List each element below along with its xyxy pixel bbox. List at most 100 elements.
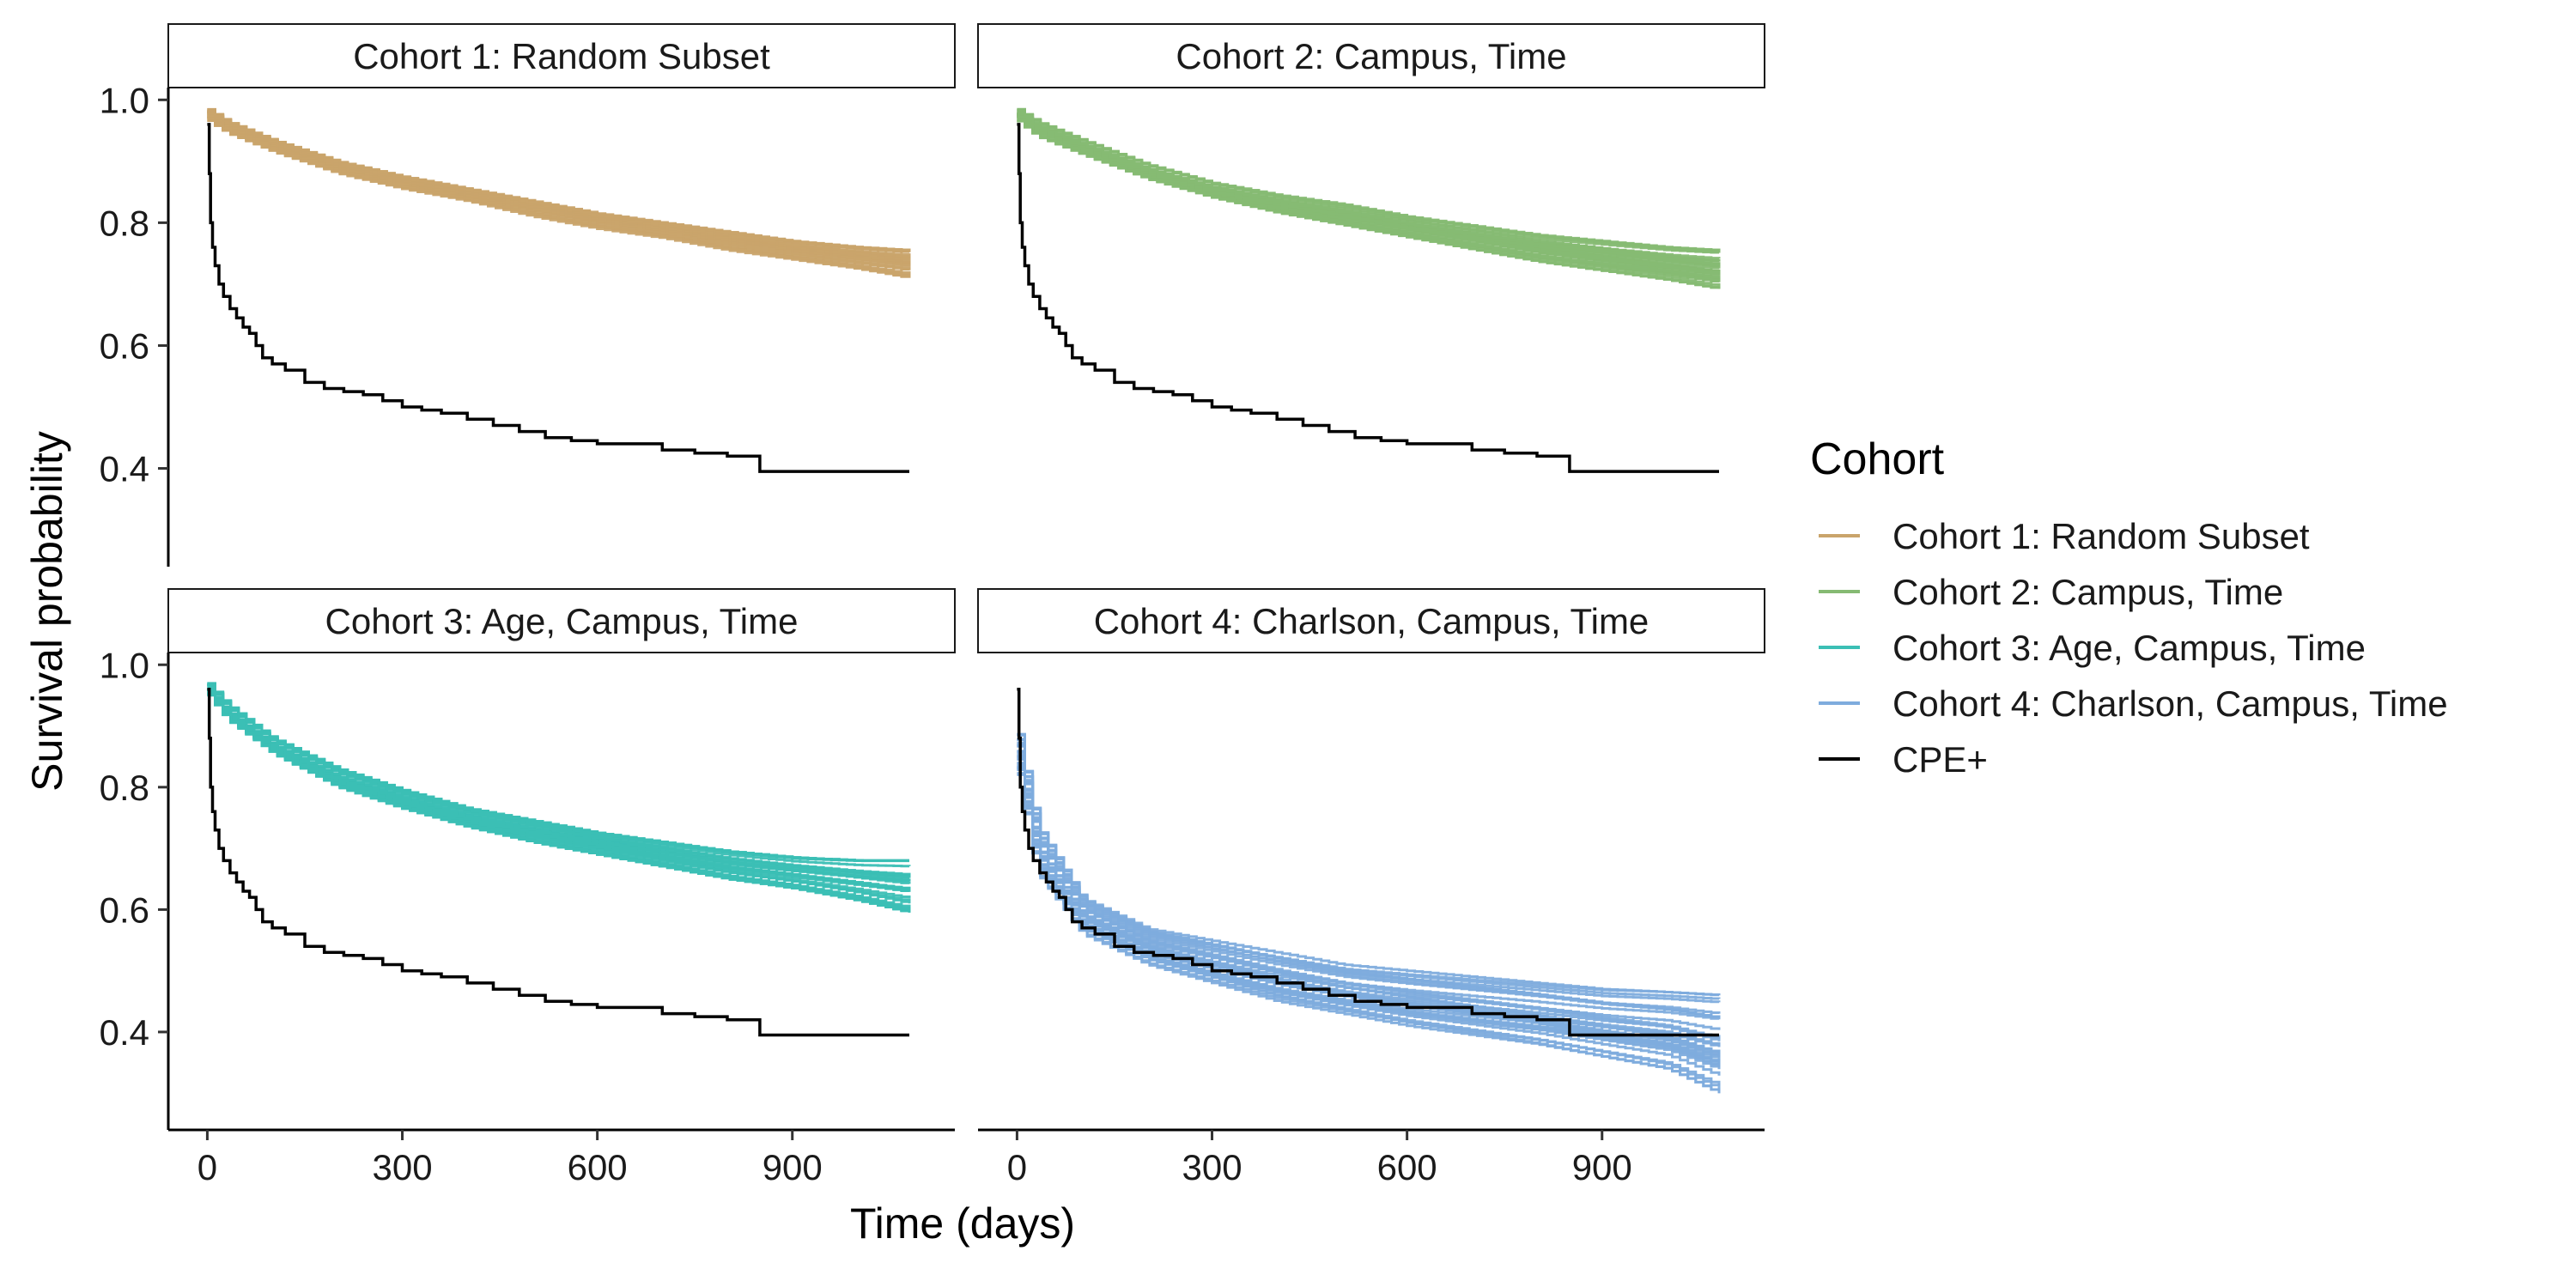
x-tick-label: 600 xyxy=(568,1147,628,1187)
legend: Cohort Cohort 1: Random Subset Cohort 2: … xyxy=(1810,434,2448,780)
simulated-curves-2 xyxy=(1017,107,1721,289)
simulated-curve xyxy=(207,687,911,882)
legend-label: Cohort 4: Charlson, Campus, Time xyxy=(1893,683,2448,724)
simulated-curve xyxy=(207,118,911,278)
simulated-curve xyxy=(207,683,909,862)
y-tick-label: 0.6 xyxy=(100,889,149,930)
x-tick-label: 0 xyxy=(1007,1147,1027,1187)
simulated-curves-1 xyxy=(207,107,911,278)
x-axis-title: Time (days) xyxy=(850,1199,1075,1248)
simulated-curve xyxy=(207,113,911,259)
x-axis: 0 300 600 900 0 300 600 900 xyxy=(168,1128,1765,1187)
simulated-curve xyxy=(207,111,911,264)
simulated-curve xyxy=(207,110,911,252)
simulated-curve xyxy=(207,692,911,913)
facet-panel-2: Cohort 2: Campus, Time xyxy=(977,23,1765,473)
simulated-curve xyxy=(1017,741,1721,1004)
x-tick-label: 900 xyxy=(762,1147,823,1187)
facet-strip-2 xyxy=(977,23,1765,88)
facet-strip-3 xyxy=(167,588,956,653)
x-tick-label: 900 xyxy=(1572,1147,1632,1187)
simulated-curve xyxy=(1017,112,1721,254)
simulated-curve xyxy=(1017,113,1721,276)
facet-strip-1 xyxy=(167,23,956,88)
simulated-curve xyxy=(1017,744,1721,1054)
simulated-curve xyxy=(207,110,911,252)
facet-title-1: Cohort 1: Random Subset xyxy=(353,36,770,76)
cpe-curve-3 xyxy=(207,688,909,1037)
simulated-curves-4 xyxy=(1017,732,1721,1094)
simulated-curve xyxy=(207,683,911,879)
simulated-curve xyxy=(207,111,911,262)
legend-entry: Cohort 1: Random Subset xyxy=(1819,516,2310,556)
legend-entry: Cohort 3: Age, Campus, Time xyxy=(1819,628,2366,668)
simulated-curve xyxy=(207,112,911,266)
simulated-curve xyxy=(207,112,911,256)
simulated-curve xyxy=(207,111,911,252)
facet-title-3: Cohort 3: Age, Campus, Time xyxy=(325,601,799,641)
y-tick-label: 0.6 xyxy=(100,325,149,366)
legend-label: CPE+ xyxy=(1893,739,1988,780)
facet-title-4: Cohort 4: Charlson, Campus, Time xyxy=(1094,601,1649,641)
facet-panel-4: Cohort 4: Charlson, Campus, Time xyxy=(977,588,1765,1094)
x-tick-label: 600 xyxy=(1377,1147,1437,1187)
simulated-curve xyxy=(1017,772,1721,1086)
y-tick-label: 1.0 xyxy=(100,80,149,120)
y-tick-label: 0.8 xyxy=(100,768,149,808)
simulated-curve xyxy=(1017,112,1721,265)
legend-title: Cohort xyxy=(1810,434,1945,484)
simulated-curve xyxy=(207,108,911,253)
simulated-curve xyxy=(207,688,911,882)
facet-strip-4 xyxy=(977,588,1765,653)
legend-entries: Cohort 1: Random Subset Cohort 2: Campus,… xyxy=(1819,516,2448,780)
simulated-curve xyxy=(207,110,911,261)
simulated-curve xyxy=(207,683,911,876)
y-axis-title: Survival probability xyxy=(23,431,71,792)
simulated-curve xyxy=(1017,111,1721,272)
cpe-curve-4 xyxy=(1017,688,1719,1037)
simulated-curve xyxy=(207,107,911,258)
simulated-curve xyxy=(207,112,911,258)
legend-entry: CPE+ xyxy=(1819,739,1988,780)
y-axis: 0.4 0.6 0.8 1.0 0.4 0.6 0.8 1.0 xyxy=(100,80,170,1130)
legend-entry: Cohort 2: Campus, Time xyxy=(1819,572,2283,612)
legend-label: Cohort 3: Age, Campus, Time xyxy=(1893,628,2366,668)
simulated-curve xyxy=(207,110,911,264)
facet-panel-1: Cohort 1: Random Subset xyxy=(167,23,956,473)
simulated-curve xyxy=(1017,107,1721,263)
legend-label: Cohort 2: Campus, Time xyxy=(1893,572,2283,612)
cpe-curve-1 xyxy=(207,123,909,473)
simulated-curve xyxy=(207,110,911,253)
simulated-curve xyxy=(1017,112,1721,262)
simulated-curve xyxy=(207,689,911,889)
facet-title-2: Cohort 2: Campus, Time xyxy=(1176,36,1566,76)
y-tick-label: 1.0 xyxy=(100,645,149,685)
simulated-curve xyxy=(1017,738,1721,1018)
simulated-curve xyxy=(207,689,911,879)
x-tick-label: 0 xyxy=(197,1147,217,1187)
y-tick-label: 0.8 xyxy=(100,203,149,243)
simulated-curve xyxy=(207,109,911,252)
y-tick-label: 0.4 xyxy=(100,1012,149,1053)
simulated-curve xyxy=(207,693,911,913)
y-tick-label: 0.4 xyxy=(100,449,149,489)
simulated-curve xyxy=(207,108,911,259)
simulated-curve xyxy=(207,108,911,252)
simulated-curve xyxy=(1017,118,1721,289)
simulated-curves-3 xyxy=(207,682,911,913)
legend-entry: Cohort 4: Charlson, Campus, Time xyxy=(1819,683,2448,724)
simulated-curve xyxy=(207,117,911,277)
simulated-curve xyxy=(1017,112,1721,260)
simulated-curve xyxy=(1017,755,1721,1057)
x-tick-label: 300 xyxy=(372,1147,432,1187)
simulated-curve xyxy=(1017,738,1721,1000)
simulated-curve xyxy=(207,684,911,884)
simulated-curve xyxy=(1017,732,1721,997)
cpe-curve-2 xyxy=(1017,123,1719,473)
legend-label: Cohort 1: Random Subset xyxy=(1893,516,2310,556)
facet-panels: Cohort 1: Random Subset Cohort 2: Campus,… xyxy=(167,23,1765,1094)
x-tick-label: 300 xyxy=(1182,1147,1242,1187)
facet-panel-3: Cohort 3: Age, Campus, Time xyxy=(167,588,956,1037)
simulated-curve xyxy=(1017,114,1721,262)
